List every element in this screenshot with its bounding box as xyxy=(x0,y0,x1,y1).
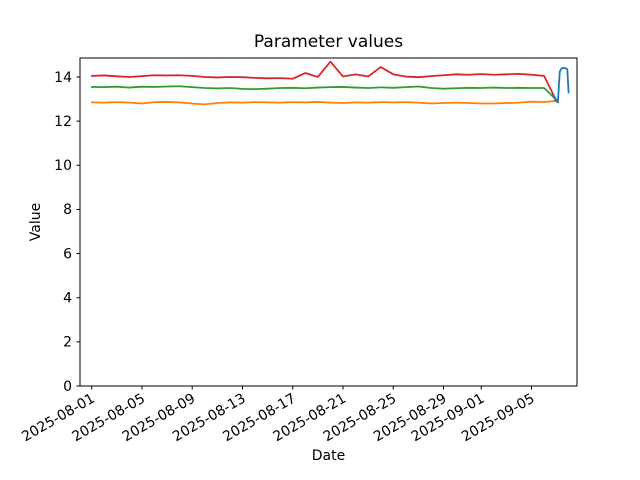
y-axis-label: Value xyxy=(28,203,44,241)
y-tick-label: 0 xyxy=(63,379,72,395)
y-tick-label: 10 xyxy=(54,158,72,174)
series-line-orange xyxy=(90,99,558,106)
x-axis-label: Date xyxy=(312,448,345,464)
y-tick-label: 8 xyxy=(63,202,72,218)
plot-area-frame xyxy=(79,57,578,387)
series-group xyxy=(90,60,570,106)
y-tick-label: 6 xyxy=(63,246,72,262)
series-line-blue xyxy=(551,67,570,104)
series-line-green xyxy=(90,85,558,102)
y-tick-label: 4 xyxy=(63,291,72,307)
series-line-red xyxy=(90,60,558,103)
y-tick-label: 12 xyxy=(54,114,72,130)
y-tick-label: 2 xyxy=(63,335,72,351)
chart-title: Parameter values xyxy=(254,32,403,52)
y-tick-label: 14 xyxy=(54,70,72,86)
